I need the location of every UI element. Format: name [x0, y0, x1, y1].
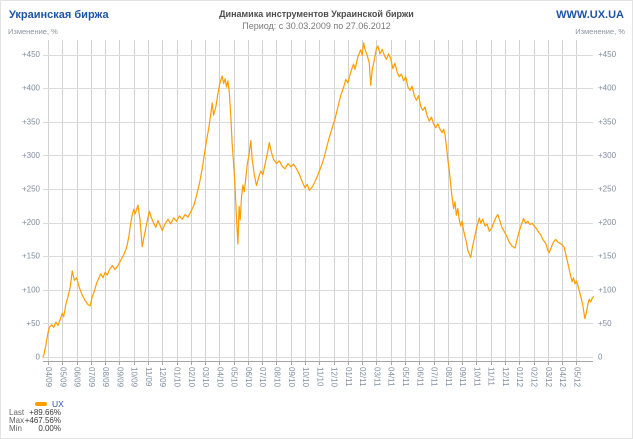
x-tick-label: 01/11 — [344, 367, 353, 387]
x-tick-label: 05/10 — [230, 367, 239, 388]
y-tick-label-right: +150 — [598, 252, 617, 261]
x-tick-label: 04/09 — [44, 367, 53, 388]
x-tick-label: 02/11 — [358, 367, 367, 387]
y-tick-label-right: +50 — [598, 319, 612, 328]
y-tick-label-left: +50 — [26, 319, 40, 328]
x-tick-label: 09/11 — [458, 367, 467, 387]
exchange-name-link[interactable]: Украинская биржа — [9, 9, 109, 21]
x-tick-label: 08/09 — [101, 367, 110, 388]
y-axis-caption-left: Изменение, % — [8, 27, 58, 36]
stat-value: 0.00% — [38, 424, 61, 434]
stat-row-max: Max +467.56% — [9, 417, 61, 425]
website-link[interactable]: WWW.UX.UA — [556, 9, 624, 21]
stat-label: Max — [9, 416, 25, 426]
y-tick-label-right: +100 — [598, 285, 617, 294]
y-tick-label-right: +400 — [598, 84, 617, 93]
stat-label: Last — [9, 408, 25, 417]
chart-period: Период: с 30.03.2009 по 27.06.2012 — [242, 21, 391, 31]
y-tick-label-right: +250 — [598, 185, 617, 194]
y-tick-label-left: +450 — [22, 50, 41, 59]
stat-row-min: Min 0.00% — [9, 425, 61, 433]
x-tick-label: 12/11 — [501, 367, 510, 387]
legend: UX — [35, 399, 64, 409]
x-tick-label: 09/10 — [287, 367, 296, 388]
y-tick-label-right: 0 — [598, 353, 603, 362]
y-tick-label-right: +450 — [598, 50, 617, 59]
y-tick-label-left: 0 — [36, 353, 41, 362]
x-tick-label: 04/10 — [215, 367, 224, 388]
stat-label: Min — [9, 424, 22, 434]
x-tick-label: 03/10 — [201, 367, 210, 388]
x-tick-label: 06/09 — [73, 367, 82, 388]
stat-value: +89.66% — [29, 408, 61, 417]
y-tick-label-left: +400 — [22, 84, 41, 93]
x-tick-label: 12/09 — [158, 367, 167, 388]
x-tick-label: 05/12 — [572, 367, 581, 388]
x-tick-label: 02/12 — [530, 367, 539, 388]
y-tick-label-left: +350 — [22, 117, 41, 126]
x-tick-label: 03/12 — [544, 367, 553, 388]
x-tick-label: 06/10 — [244, 367, 253, 388]
legend-series-label: UX — [52, 399, 64, 409]
y-tick-label-left: +200 — [22, 218, 41, 227]
x-tick-label: 01/12 — [515, 367, 524, 388]
y-tick-label-left: +150 — [22, 252, 41, 261]
x-tick-label: 11/11 — [487, 367, 496, 386]
x-tick-label: 05/09 — [58, 367, 67, 388]
legend-swatch-icon — [35, 402, 47, 406]
x-tick-label: 07/09 — [87, 367, 96, 388]
y-tick-label-left: +300 — [22, 151, 41, 160]
y-axis-caption-right: Изменение, % — [575, 27, 625, 36]
x-tick-label: 04/12 — [558, 367, 567, 388]
x-tick-label: 12/10 — [330, 367, 339, 388]
chart-title: Динамика инструментов Украинской биржи — [219, 9, 414, 19]
y-tick-label-left: +250 — [22, 185, 41, 194]
stat-value: +467.56% — [24, 416, 61, 426]
x-tick-label: 07/11 — [430, 367, 439, 387]
stats-panel: Last +89.66% Max +467.56% Min 0.00% — [9, 409, 61, 433]
y-tick-label-right: +200 — [598, 218, 617, 227]
x-tick-label: 10/09 — [130, 367, 139, 388]
x-tick-label: 08/10 — [273, 367, 282, 388]
x-tick-label: 10/10 — [301, 367, 310, 388]
x-tick-label: 02/10 — [187, 367, 196, 388]
x-tick-label: 01/10 — [173, 367, 182, 388]
x-tick-label: 06/11 — [415, 367, 424, 387]
x-tick-label: 07/10 — [258, 367, 267, 388]
x-tick-label: 11/10 — [315, 367, 324, 387]
x-tick-label: 08/11 — [444, 367, 453, 387]
x-tick-label: 11/09 — [144, 367, 153, 387]
x-tick-label: 10/11 — [472, 367, 481, 387]
stat-row-last: Last +89.66% — [9, 409, 61, 417]
x-tick-label: 03/11 — [372, 367, 381, 387]
y-tick-label-right: +300 — [598, 151, 617, 160]
x-tick-label: 04/11 — [387, 367, 396, 387]
x-tick-label: 09/09 — [115, 367, 124, 388]
y-tick-label-left: +100 — [22, 285, 41, 294]
x-tick-label: 05/11 — [401, 367, 410, 387]
y-tick-label-right: +350 — [598, 117, 617, 126]
ux-series-line — [42, 42, 595, 358]
